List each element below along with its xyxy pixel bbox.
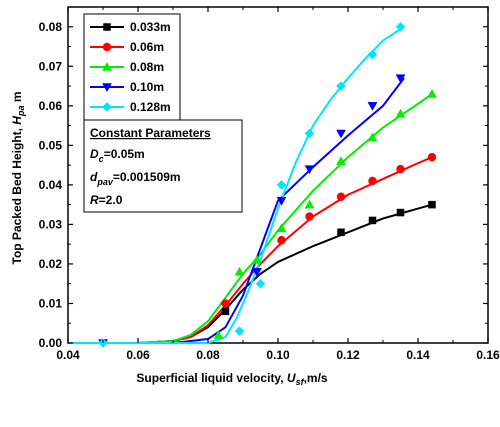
data-point-0 xyxy=(337,228,345,237)
data-point-1 xyxy=(427,152,437,162)
parameter-line: R=2.0 xyxy=(90,193,123,207)
y-axis-ticks: 0.00 0.01 0.02 0.03 0.04 0.05 0.06 0.07 0.08 xyxy=(39,20,488,350)
y-tick-label: 0.03 xyxy=(39,217,63,231)
data-point-2 xyxy=(367,132,378,142)
data-point-3 xyxy=(336,129,346,139)
legend-label: 0.10m xyxy=(130,80,164,94)
legend-marker xyxy=(102,83,112,93)
parameters-title: Constant Parameters xyxy=(90,126,211,140)
x-tick-label: 0.04 xyxy=(56,348,80,362)
parameter-symbol: R xyxy=(90,193,99,207)
data-point-3 xyxy=(252,268,262,277)
x-axis-title-subscript: sf xyxy=(296,377,305,387)
x-tick-label: 0.10 xyxy=(266,348,290,362)
legend-marker xyxy=(102,42,112,52)
data-point-4 xyxy=(395,21,406,32)
legend-marker xyxy=(103,23,111,31)
parameter-subscript: pav xyxy=(96,177,114,187)
y-axis-title-symbol: H xyxy=(10,116,24,125)
legend-label: 0.128m xyxy=(130,100,171,114)
data-point-4 xyxy=(304,128,315,139)
data-point-2 xyxy=(336,156,346,165)
data-point-3 xyxy=(276,196,287,206)
y-tick-label: 0.00 xyxy=(39,336,63,350)
parameter-line: dpav=0.001509m xyxy=(90,170,181,187)
data-point-2 xyxy=(234,266,245,276)
series-line-4 xyxy=(68,25,405,344)
x-tick-label: 0.14 xyxy=(406,348,430,362)
parameter-symbol: D xyxy=(90,147,99,161)
y-axis-title-main: Top Packed Bed Height, xyxy=(10,125,24,265)
parameter-symbol: d xyxy=(90,170,98,184)
data-point-3 xyxy=(367,102,378,111)
legend-label: 0.033m xyxy=(130,20,171,34)
data-point-1 xyxy=(368,176,377,186)
parameters-lines: Dc=0.05m dpav=0.001509m R=2.0 xyxy=(90,147,181,207)
y-tick-label: 0.05 xyxy=(39,138,63,152)
parameter-value: =0.001509m xyxy=(113,170,181,184)
x-tick-label: 0.12 xyxy=(336,348,360,362)
data-point-0 xyxy=(368,216,377,225)
y-tick-label: 0.02 xyxy=(39,257,63,271)
legend-marker xyxy=(102,61,112,71)
x-axis-title-main: Superficial liquid velocity, xyxy=(136,371,286,385)
legend: 0.033m 0.06m 0.08m 0.10m 0.128m xyxy=(83,13,181,121)
data-point-2 xyxy=(213,330,224,339)
x-tick-label: 0.08 xyxy=(196,348,220,362)
y-axis-title-subscript: pa xyxy=(16,106,26,118)
data-point-3 xyxy=(395,74,406,84)
y-tick-label: 0.04 xyxy=(39,178,63,192)
data-point-1 xyxy=(221,299,230,308)
legend-label: 0.08m xyxy=(130,60,164,74)
data-point-4 xyxy=(276,180,287,190)
data-point-1 xyxy=(336,192,346,201)
data-point-2 xyxy=(395,108,406,118)
data-point-0 xyxy=(428,200,436,209)
parameter-line: Dc=0.05m xyxy=(90,147,145,164)
x-axis-title: Superficial liquid velocity, Usf,m/s xyxy=(136,371,328,387)
data-point-0 xyxy=(396,208,405,217)
parameter-value: =0.05m xyxy=(104,147,145,161)
data-point-3 xyxy=(304,165,315,175)
x-axis-title-unit: ,m/s xyxy=(304,371,328,385)
data-point-1 xyxy=(277,235,286,245)
legend-label: 0.06m xyxy=(130,40,164,54)
data-point-2 xyxy=(276,223,287,233)
y-tick-label: 0.06 xyxy=(39,99,63,113)
x-tick-label: 0.16 xyxy=(476,348,500,362)
series-markers xyxy=(98,21,437,349)
data-point-4 xyxy=(336,81,346,91)
y-tick-label: 0.08 xyxy=(39,20,63,34)
parameters-box-frame xyxy=(83,119,243,213)
y-axis-title-unit: m xyxy=(10,91,24,105)
y-tick-label: 0.07 xyxy=(39,59,63,73)
data-point-2 xyxy=(304,199,315,209)
parameter-value: =2.0 xyxy=(99,193,123,207)
data-point-4 xyxy=(234,326,245,336)
data-point-4 xyxy=(367,49,378,60)
data-point-2 xyxy=(427,88,437,98)
x-axis-ticks: 0.04 0.06 0.08 0.10 0.12 0.14 0.16 xyxy=(56,7,500,362)
legend-marker xyxy=(102,102,112,112)
x-axis-title-symbol: U xyxy=(287,371,296,385)
data-point-1 xyxy=(396,164,405,174)
data-point-2 xyxy=(252,254,262,264)
y-tick-label: 0.01 xyxy=(39,296,63,310)
y-axis-title: Top Packed Bed Height, Hpa m xyxy=(10,91,26,264)
parameter-subscript: c xyxy=(99,154,104,164)
data-point-0 xyxy=(221,307,230,316)
x-tick-label: 0.06 xyxy=(126,348,150,362)
data-point-4 xyxy=(255,278,266,289)
data-point-1 xyxy=(305,212,314,221)
constant-parameters-box: Constant Parameters Dc=0.05m dpav=0.00150… xyxy=(83,119,243,213)
